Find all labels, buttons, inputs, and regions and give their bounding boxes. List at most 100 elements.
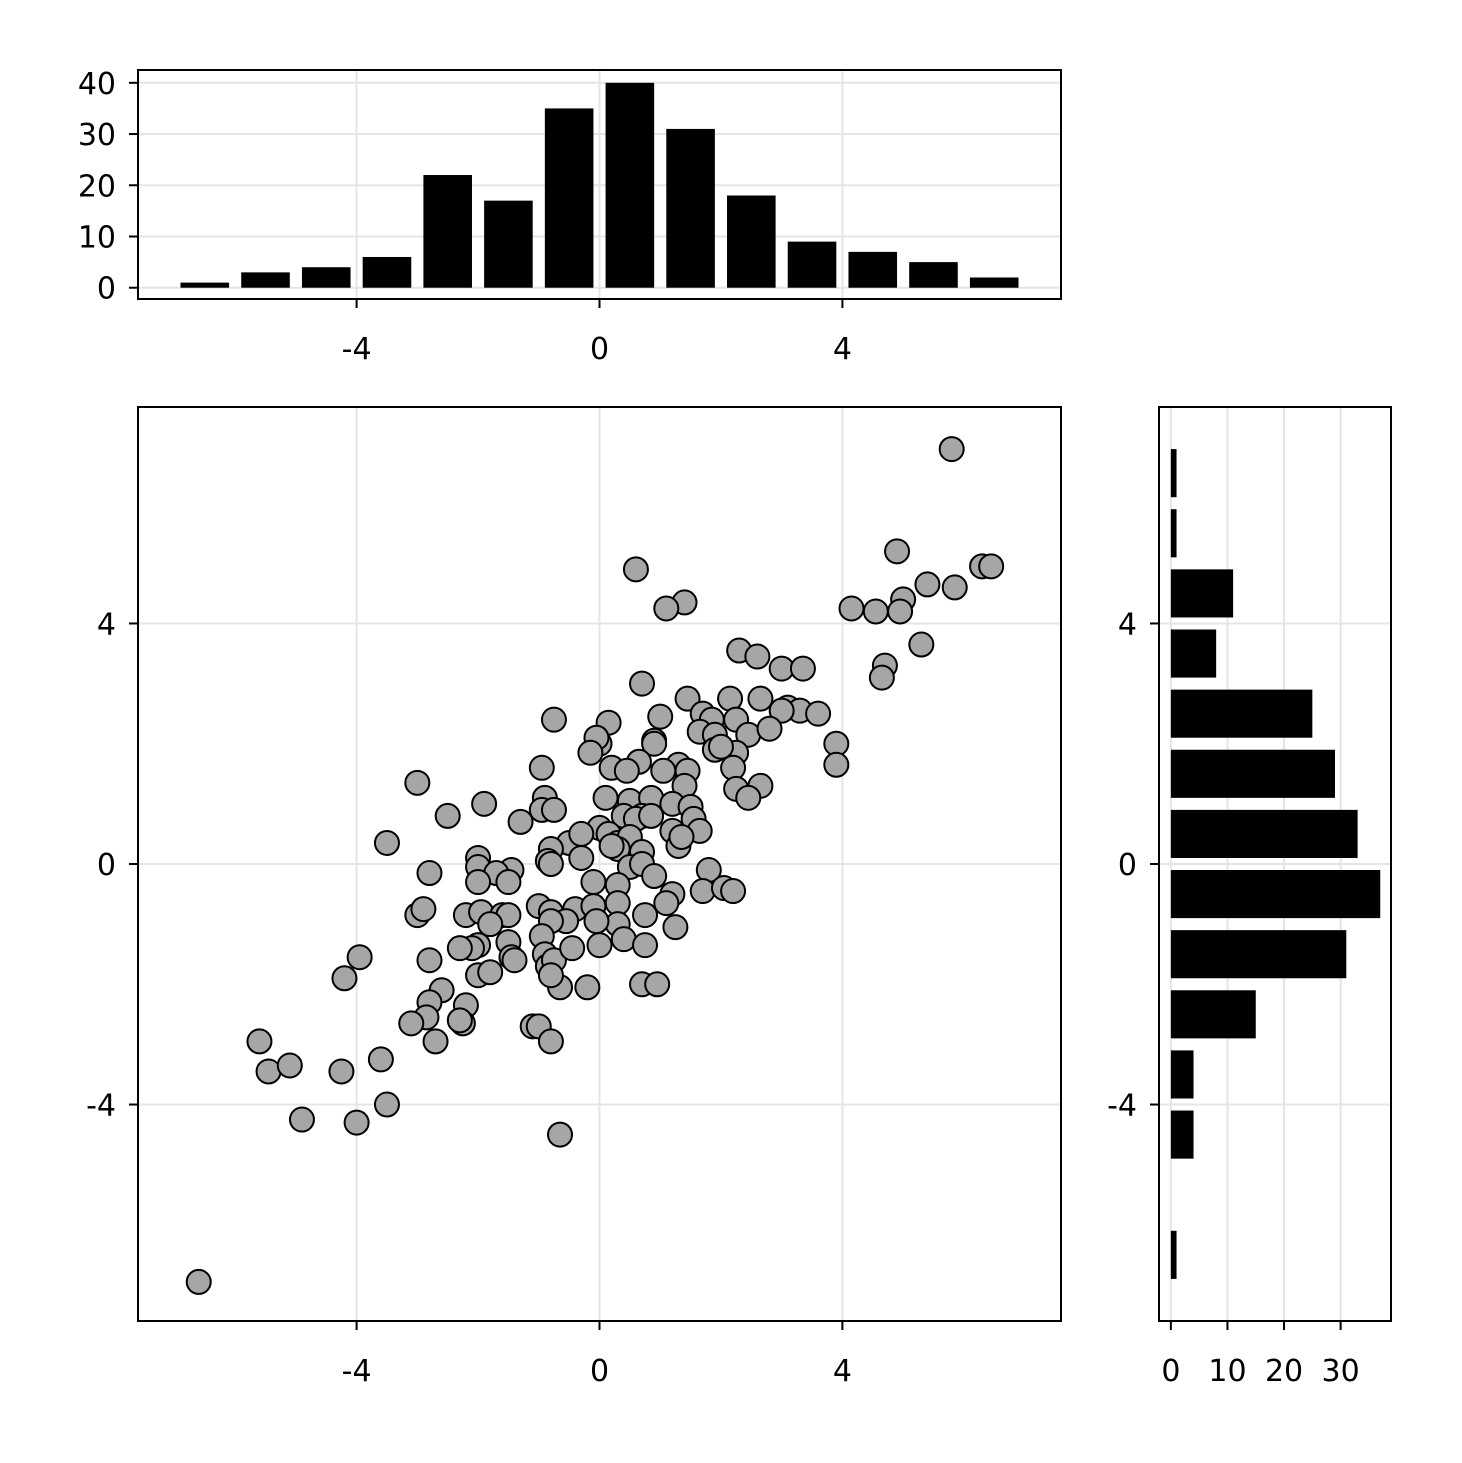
right-hist-bar [1170, 449, 1177, 498]
top-hist-bar [180, 282, 230, 288]
scatter-point [422, 1028, 449, 1055]
scatter-point [647, 703, 674, 730]
top-hist-ytick-label: 20 [78, 169, 116, 204]
scatter-point [537, 1028, 564, 1055]
scatter-point [471, 790, 498, 817]
scatter-point [328, 1058, 355, 1085]
scatter-point [398, 1010, 425, 1037]
scatter-point [410, 896, 437, 923]
scatter-point [641, 730, 668, 757]
right-hist-bar [1170, 809, 1358, 858]
top-hist-ytick-label: 10 [78, 220, 116, 255]
scatter-point [629, 670, 656, 697]
scatter-ytick-label: -4 [86, 1089, 116, 1124]
right-hist-bar [1170, 569, 1234, 618]
scatter-point [941, 574, 968, 601]
scatter-xtick-label: 0 [590, 1354, 609, 1389]
scatter-ytick-label: 0 [97, 848, 116, 883]
scatter-point [644, 971, 671, 998]
scatter-point [495, 869, 522, 896]
scatter-point [416, 947, 443, 974]
right-hist-bar [1170, 990, 1256, 1039]
top-hist-ytick-label: 0 [97, 272, 116, 307]
scatter-point [768, 697, 795, 724]
scatter-point [331, 965, 358, 992]
scatter-point [343, 1109, 370, 1136]
right-hist-ytick-label: -4 [1107, 1089, 1137, 1124]
top-hist-bar [301, 267, 351, 288]
scatter-point [416, 860, 443, 887]
scatter-xtick-label: 4 [833, 1354, 852, 1389]
top-hist-bar [484, 200, 533, 288]
top-hist-bar [666, 128, 715, 288]
right-hist-xtick-label: 0 [1161, 1354, 1180, 1389]
scatter-point [610, 926, 637, 953]
scatter-point [446, 1007, 473, 1034]
scatter-point [276, 1052, 303, 1079]
scatter-point [838, 595, 865, 622]
scatter-point [586, 932, 613, 959]
scatter-point [914, 571, 941, 598]
scatter-point [547, 1121, 574, 1148]
right-hist-bar [1170, 1230, 1177, 1279]
right-hist-bar [1170, 629, 1217, 678]
scatter-point [246, 1028, 273, 1055]
scatter-point [908, 631, 935, 658]
scatter-point [653, 890, 680, 917]
scatter-point [373, 1091, 400, 1118]
scatter-point [689, 878, 716, 905]
scatter-point [789, 655, 816, 682]
right-hist-bar [1170, 930, 1347, 979]
scatter-point [632, 902, 659, 929]
scatter-point [978, 553, 1005, 580]
scatter-panel: -4 0 4 -4 0 4 [86, 406, 1062, 1389]
scatter-point [938, 436, 965, 463]
scatter-point [583, 908, 610, 935]
scatter-point [641, 863, 668, 890]
scatter-point [528, 754, 555, 781]
scatter-point [373, 829, 400, 856]
scatter-point [465, 869, 492, 896]
scatter-point [747, 685, 774, 712]
right-hist-xtick-label: 30 [1322, 1354, 1360, 1389]
scatter-point [434, 802, 461, 829]
right-hist-ytick-label: 4 [1118, 607, 1137, 642]
scatter-point [756, 715, 783, 742]
scatter-point [592, 784, 619, 811]
right-hist-bar [1170, 1050, 1194, 1099]
top-hist-xtick-label: 4 [833, 332, 852, 367]
scatter-point [720, 754, 747, 781]
top-hist-bar [605, 82, 655, 288]
scatter-point [477, 959, 504, 986]
scatter-point [632, 932, 659, 959]
scatter-point [568, 820, 595, 847]
scatter-point [577, 739, 604, 766]
top-hist-xtick-label: -4 [342, 332, 372, 367]
top-hist-bar [969, 277, 1019, 288]
right-histogram-panel: 0 10 20 30 -4 0 4 [1107, 406, 1392, 1389]
top-hist-bar [362, 256, 412, 288]
scatter-point [404, 769, 431, 796]
scatter-point [735, 784, 762, 811]
scatter-point [622, 556, 649, 583]
top-hist-bar [423, 175, 472, 288]
scatter-point [288, 1106, 315, 1133]
top-hist-bar [909, 262, 958, 288]
scatter-point [720, 878, 747, 905]
right-hist-bar [1170, 870, 1381, 919]
right-hist-bar [1170, 1110, 1194, 1159]
scatter-point [862, 598, 889, 625]
scatter-point [887, 598, 914, 625]
scatter-point [537, 851, 564, 877]
scatter-point [477, 911, 504, 938]
scatter-point [707, 733, 734, 760]
top-hist-bar [544, 108, 594, 288]
top-hist-ytick-label: 40 [78, 67, 116, 102]
right-hist-xtick-label: 10 [1208, 1354, 1246, 1389]
scatter-point [540, 796, 567, 823]
right-hist-ytick-label: 0 [1118, 848, 1137, 883]
top-hist-bar [787, 241, 837, 288]
